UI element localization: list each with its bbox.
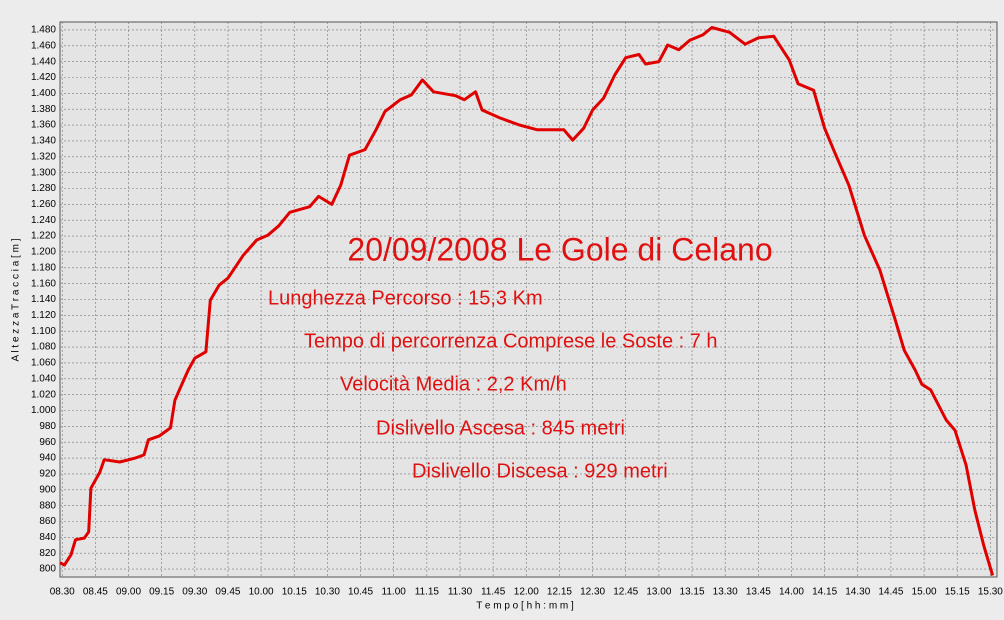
y-tick-label: 1.140 <box>31 294 56 305</box>
y-tick-label: 1.300 <box>31 167 56 178</box>
x-tick-label: 15.00 <box>912 587 937 598</box>
x-tick-label: 12.45 <box>613 587 638 598</box>
annotation: Dislivello Discesa : 929 metri <box>412 460 668 482</box>
y-tick-label: 1.400 <box>31 88 56 99</box>
x-tick-label: 14.30 <box>845 587 870 598</box>
x-tick-label: 09.45 <box>215 587 240 598</box>
x-tick-label: 11.15 <box>415 587 440 598</box>
y-tick-label: 1.460 <box>31 40 56 51</box>
y-tick-label: 960 <box>39 437 56 448</box>
x-tick-label: 08.45 <box>83 587 108 598</box>
y-tick-label: 940 <box>39 453 56 464</box>
y-tick-label: 1.480 <box>31 25 56 36</box>
y-tick-label: 1.200 <box>31 247 56 258</box>
elevation-line <box>59 26 995 576</box>
y-tick-label: 1.160 <box>31 278 56 289</box>
x-tick-label: 10.15 <box>282 587 307 598</box>
x-tick-label: 15.30 <box>978 587 1003 598</box>
x-tick-label: 13.30 <box>713 587 738 598</box>
x-tick-label: 14.15 <box>812 587 837 598</box>
x-tick-label: 09.15 <box>149 587 174 598</box>
y-tick-label: 1.280 <box>31 183 56 194</box>
x-tick-label: 09.00 <box>116 587 141 598</box>
y-tick-label: 1.320 <box>31 151 56 162</box>
x-tick-label: 15.15 <box>945 587 970 598</box>
y-tick-label: 1.000 <box>31 405 56 416</box>
y-tick-label: 1.040 <box>31 373 56 384</box>
x-tick-label: 12.30 <box>580 587 605 598</box>
y-tick-label: 1.420 <box>31 72 56 83</box>
x-axis-label: T e m p o [ h h : m m ] <box>476 601 574 612</box>
x-tick-label: 12.15 <box>547 587 572 598</box>
y-tick-label: 1.180 <box>31 262 56 273</box>
x-tick-label: 11.00 <box>382 587 407 598</box>
x-tick-label: 13.15 <box>680 587 705 598</box>
y-tick-label: 1.440 <box>31 56 56 67</box>
y-tick-label: 800 <box>39 564 56 575</box>
y-tick-label: 1.220 <box>31 231 56 242</box>
y-tick-label: 1.380 <box>31 104 56 115</box>
y-tick-label: 1.120 <box>31 310 56 321</box>
annotation: Dislivello Ascesa : 845 metri <box>376 417 625 439</box>
y-tick-label: 900 <box>39 484 56 495</box>
y-tick-label: 1.020 <box>31 389 56 400</box>
annotation: Tempo di percorrenza Comprese le Soste :… <box>304 330 718 352</box>
x-tick-label: 12.00 <box>514 587 539 598</box>
x-tick-label: 08.30 <box>50 587 75 598</box>
x-tick-label: 09.30 <box>182 587 207 598</box>
y-axis-label: A l t e z z a T r a c c i a [ m ] <box>11 238 22 361</box>
x-tick-label: 10.00 <box>249 587 274 598</box>
y-tick-label: 1.100 <box>31 326 56 337</box>
y-tick-label: 1.260 <box>31 199 56 210</box>
x-tick-label: 10.45 <box>348 587 373 598</box>
x-tick-label: 11.45 <box>481 587 506 598</box>
x-tick-label: 11.30 <box>448 587 473 598</box>
y-tick-label: 1.060 <box>31 358 56 369</box>
y-tick-label: 840 <box>39 532 56 543</box>
y-tick-label: 980 <box>39 421 56 432</box>
annotation: Velocità Media : 2,2 Km/h <box>340 373 567 395</box>
y-tick-label: 1.240 <box>31 215 56 226</box>
y-tick-label: 860 <box>39 516 56 527</box>
x-tick-label: 10.30 <box>315 587 340 598</box>
y-tick-label: 820 <box>39 548 56 559</box>
annotation: Lunghezza Percorso : 15,3 Km <box>268 287 543 309</box>
x-tick-label: 13.00 <box>646 587 671 598</box>
y-tick-label: 1.360 <box>31 120 56 131</box>
y-tick-label: 1.340 <box>31 136 56 147</box>
x-tick-label: 14.45 <box>878 587 903 598</box>
y-tick-label: 880 <box>39 500 56 511</box>
y-tick-label: 920 <box>39 469 56 480</box>
chart-title: 20/09/2008 Le Gole di Celano <box>347 231 772 267</box>
y-tick-label: 1.080 <box>31 342 56 353</box>
x-tick-label: 13.45 <box>746 587 771 598</box>
x-tick-label: 14.00 <box>779 587 804 598</box>
